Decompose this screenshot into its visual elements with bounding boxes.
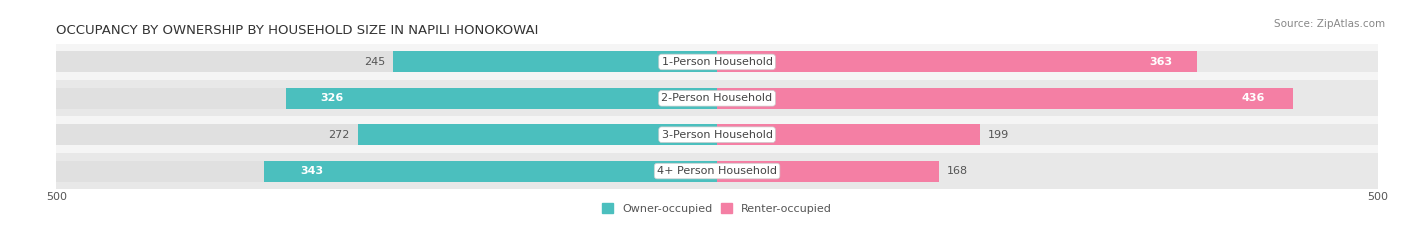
Bar [717, 88, 1378, 109]
Bar [717, 124, 1378, 145]
Bar [56, 161, 717, 182]
Bar [357, 124, 717, 145]
Text: 1-Person Household: 1-Person Household [662, 57, 772, 67]
Text: 168: 168 [948, 166, 969, 176]
Bar [56, 88, 717, 109]
Text: 4+ Person Household: 4+ Person Household [657, 166, 778, 176]
Bar [56, 80, 1378, 116]
Text: 343: 343 [299, 166, 323, 176]
Bar [287, 88, 717, 109]
Bar [717, 124, 980, 145]
Bar [56, 51, 717, 72]
Bar [56, 116, 1378, 153]
Text: Source: ZipAtlas.com: Source: ZipAtlas.com [1274, 19, 1385, 29]
Text: OCCUPANCY BY OWNERSHIP BY HOUSEHOLD SIZE IN NAPILI HONOKOWAI: OCCUPANCY BY OWNERSHIP BY HOUSEHOLD SIZE… [56, 24, 538, 37]
Bar [264, 161, 717, 182]
Bar [717, 161, 939, 182]
Text: 363: 363 [1150, 57, 1173, 67]
Bar [717, 88, 1294, 109]
Bar [717, 51, 1197, 72]
Bar [717, 51, 1378, 72]
Text: 245: 245 [364, 57, 385, 67]
Bar [56, 124, 717, 145]
Bar [56, 153, 1378, 189]
Text: 199: 199 [988, 130, 1010, 140]
Text: 272: 272 [328, 130, 350, 140]
Text: 436: 436 [1241, 93, 1264, 103]
Bar [717, 161, 1378, 182]
Text: 326: 326 [321, 93, 344, 103]
Text: 2-Person Household: 2-Person Household [661, 93, 773, 103]
Bar [56, 44, 1378, 80]
Legend: Owner-occupied, Renter-occupied: Owner-occupied, Renter-occupied [598, 199, 837, 218]
Bar [394, 51, 717, 72]
Text: 3-Person Household: 3-Person Household [662, 130, 772, 140]
